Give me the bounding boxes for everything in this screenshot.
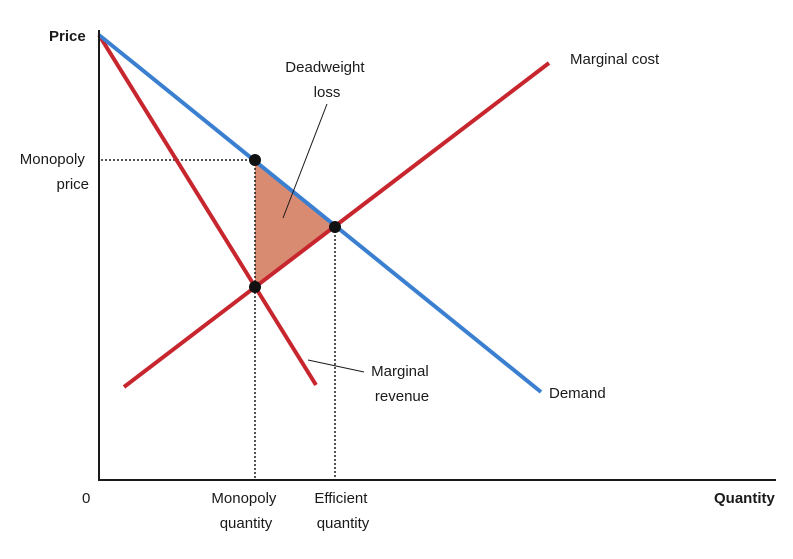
deadweight-loss-label-line1: Deadweight	[285, 59, 365, 76]
mr-mc-intersection-point	[249, 281, 261, 293]
demand-curve	[97, 33, 543, 394]
efficient-point	[329, 221, 341, 233]
deadweight-loss-area	[255, 160, 335, 287]
deadweight-loss-label: Deadweight loss	[285, 59, 368, 101]
marginal-revenue-label: Marginal revenue	[371, 363, 433, 405]
monopoly-price-label-line1: Monopoly	[20, 151, 86, 168]
efficient-quantity-label-line2: quantity	[317, 515, 370, 532]
monopoly-point	[249, 154, 261, 166]
efficient-quantity-label: Efficient quantity	[314, 490, 371, 532]
monopoly-quantity-label-line1: Monopoly	[211, 490, 277, 507]
monopoly-price-label: Monopoly price	[20, 151, 89, 193]
monopoly-price-label-line2: price	[56, 176, 89, 193]
marginal-revenue-label-line1: Marginal	[371, 363, 429, 380]
marginal-revenue-curve	[97, 33, 318, 387]
efficient-quantity-label-line1: Efficient	[314, 490, 368, 507]
origin-label: 0	[82, 490, 90, 507]
deadweight-loss-pointer	[282, 103, 328, 219]
deadweight-loss-label-line2: loss	[314, 84, 341, 101]
x-axis-label: Quantity	[714, 490, 775, 507]
y-axis-label: Price	[49, 28, 86, 45]
marginal-revenue-label-line2: revenue	[375, 388, 429, 405]
monopoly-quantity-label-line2: quantity	[220, 515, 273, 532]
marginal-cost-label: Marginal cost	[570, 51, 660, 68]
monopoly-quantity-label: Monopoly quantity	[211, 490, 280, 532]
demand-label: Demand	[549, 385, 606, 402]
marginal-revenue-pointer	[307, 359, 365, 373]
